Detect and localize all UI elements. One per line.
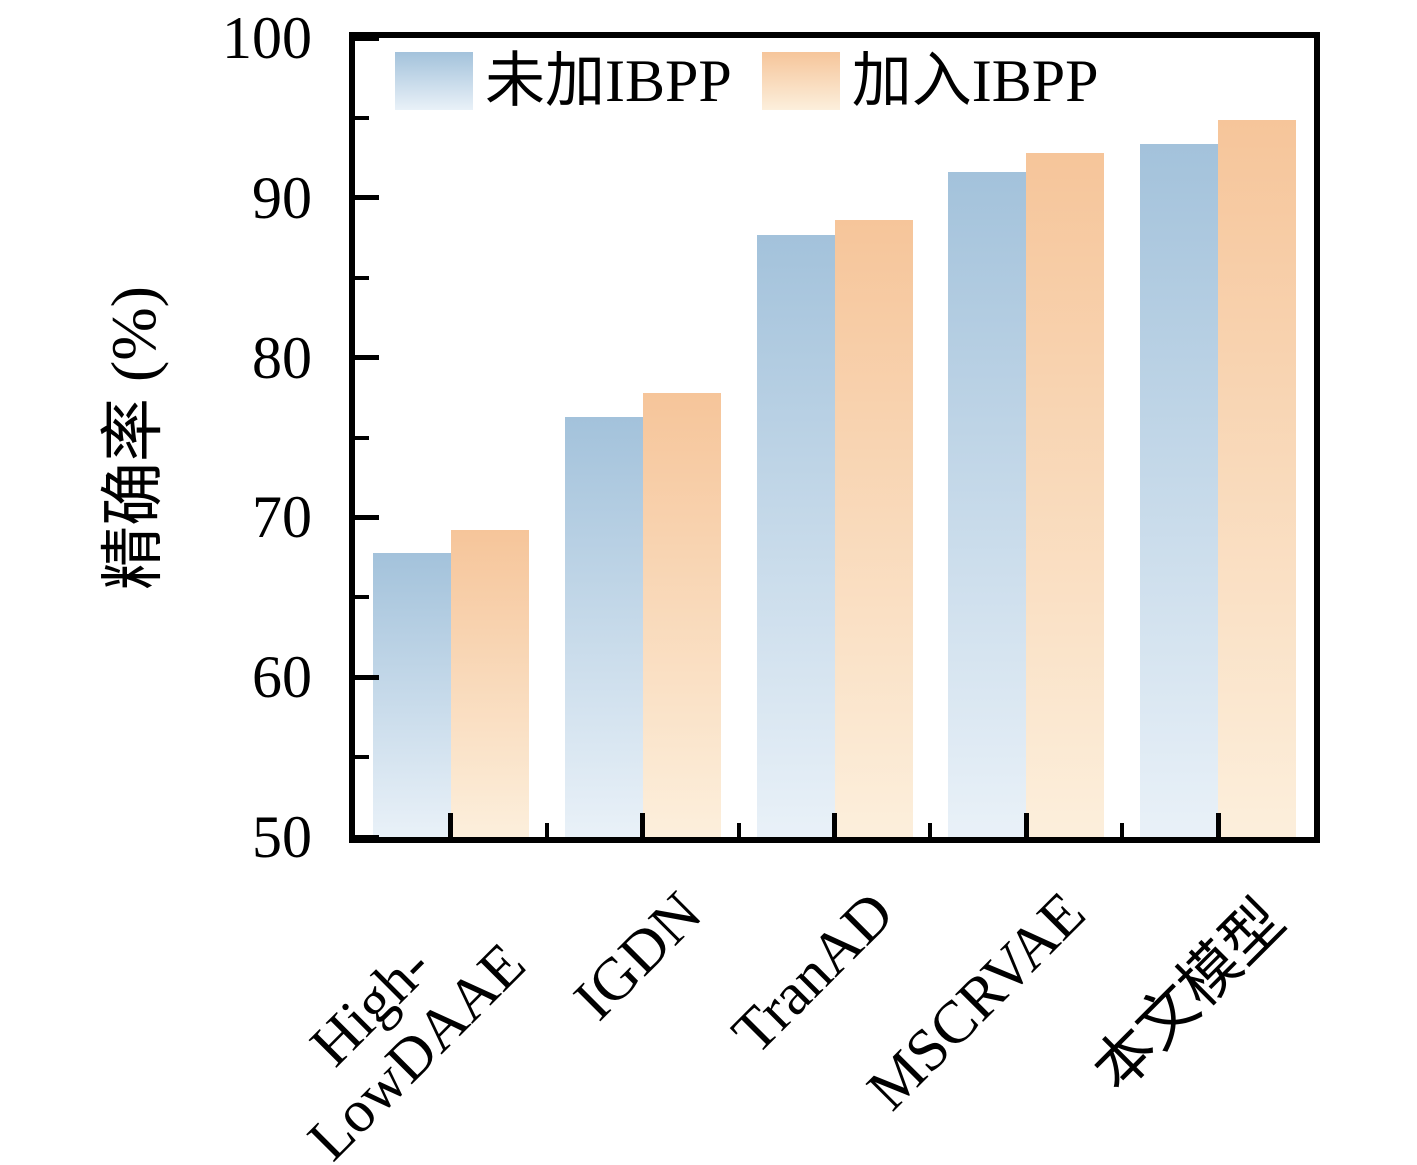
bar-series1-cat2: [834, 220, 913, 837]
x-tick-0: [448, 813, 454, 837]
y-tick-label-90: 90: [252, 164, 312, 231]
legend: 未加IBPP 加入IBPP: [395, 50, 1099, 112]
y-tick-60: [355, 674, 379, 680]
bar-series0-cat3: [948, 172, 1027, 837]
plot-area: 未加IBPP 加入IBPP: [349, 32, 1320, 843]
bar-series1-cat3: [1026, 153, 1105, 837]
y-tick-label-70: 70: [252, 484, 312, 551]
y-tick-50: [355, 834, 379, 840]
legend-label-with-ibpp: 加入IBPP: [851, 48, 1099, 114]
y-tick-minor-55: [355, 755, 369, 760]
bar-series0-cat2: [756, 234, 835, 837]
legend-label-without-ibpp: 未加IBPP: [485, 48, 732, 114]
bar-series1-cat1: [642, 392, 721, 837]
bar-series0-cat4: [1140, 143, 1219, 837]
x-tick-minor-2: [736, 823, 741, 837]
y-tick-minor-75: [355, 435, 369, 440]
legend-item-without-ibpp: 未加IBPP: [395, 50, 732, 112]
y-tick-label-60: 60: [252, 644, 312, 711]
y-tick-80: [355, 355, 379, 361]
legend-swatch-without-ibpp: [395, 52, 473, 110]
x-tick-minor-1: [544, 823, 549, 837]
y-tick-label-80: 80: [252, 324, 312, 391]
legend-item-with-ibpp: 加入IBPP: [761, 48, 1099, 114]
x-tick-minor-4: [1120, 823, 1125, 837]
y-tick-minor-85: [355, 275, 369, 280]
x-tick-3: [1023, 813, 1029, 837]
x-tick-label-1: IGDN: [560, 879, 714, 1033]
y-tick-label-50: 50: [252, 804, 312, 870]
y-tick-label-100: 100: [222, 5, 312, 71]
x-tick-minor-3: [928, 823, 933, 837]
bar-series0-cat1: [564, 416, 643, 837]
y-tick-minor-95: [355, 115, 369, 120]
legend-swatch-with-ibpp: [761, 52, 840, 110]
y-tick-90: [355, 195, 379, 201]
y-tick-minor-65: [355, 595, 369, 600]
x-tick-2: [832, 813, 837, 837]
x-tick-label-0: High- LowDAAE: [295, 930, 538, 1165]
bar-series0-cat0: [372, 552, 451, 837]
bar-series1-cat4: [1218, 119, 1297, 837]
x-tick-4: [1215, 813, 1221, 837]
y-tick-100: [355, 35, 379, 41]
y-tick-70: [355, 514, 379, 520]
bar-series1-cat0: [450, 530, 529, 837]
x-tick-1: [640, 813, 646, 837]
x-tick-label-4: 本文模型: [1080, 887, 1298, 1104]
x-tick-label-2: TranAD: [718, 879, 906, 1066]
